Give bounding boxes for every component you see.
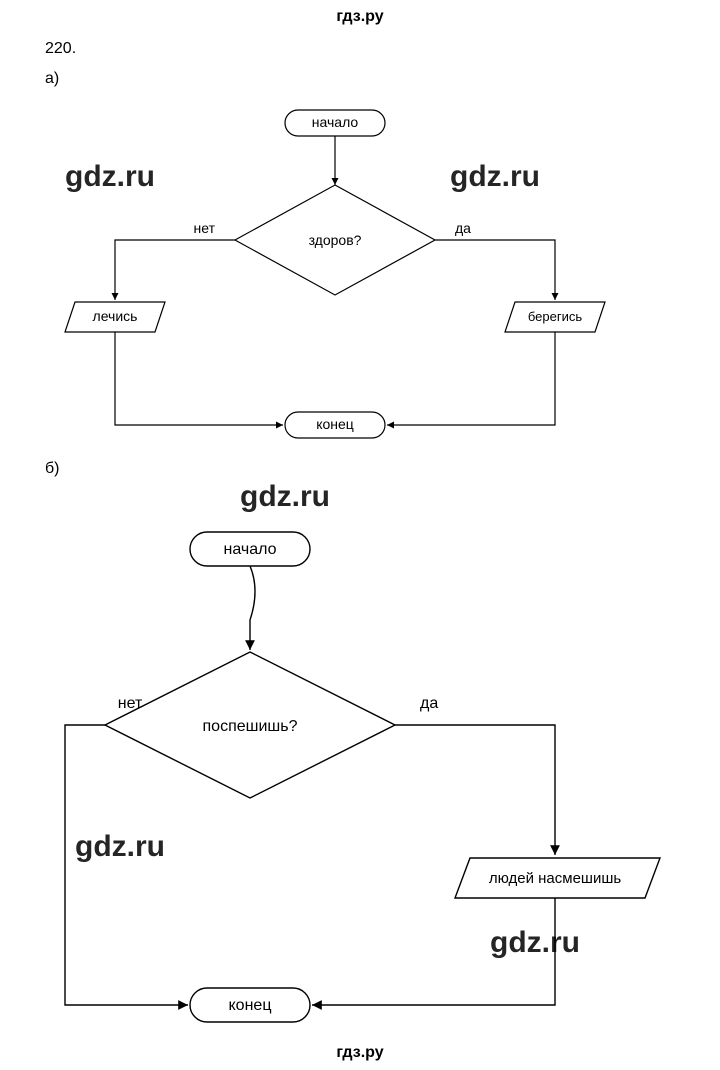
subtask-b-label: б) xyxy=(45,460,60,478)
yes-label-b: да xyxy=(420,695,438,712)
yes-action-label: берегись xyxy=(528,309,582,324)
yes-label: да xyxy=(455,220,471,236)
no-label-b: нет xyxy=(118,695,143,712)
yes-action-label-b: людей насмешишь xyxy=(489,870,622,887)
decision-label: здоров? xyxy=(309,232,362,248)
end-label: конец xyxy=(316,416,354,432)
decision-label-b: поспешишь? xyxy=(203,718,298,735)
end-label-b: конец xyxy=(229,997,272,1014)
page-footer: гдз.ру xyxy=(0,1044,720,1062)
problem-number: 220. xyxy=(45,40,76,58)
no-action-label: лечись xyxy=(93,308,138,324)
watermark: gdz.ru xyxy=(240,480,330,514)
subtask-a-label: а) xyxy=(45,70,59,88)
flowchart-b: начало поспешишь? нет да людей насмешишь… xyxy=(0,510,720,1050)
page-header: гдз.ру xyxy=(0,0,720,26)
no-label: нет xyxy=(194,220,216,236)
start-label: начало xyxy=(312,114,359,130)
flowchart-a: начало здоров? нет да лечись берегись ко… xyxy=(0,90,720,450)
start-label-b: начало xyxy=(223,541,276,558)
